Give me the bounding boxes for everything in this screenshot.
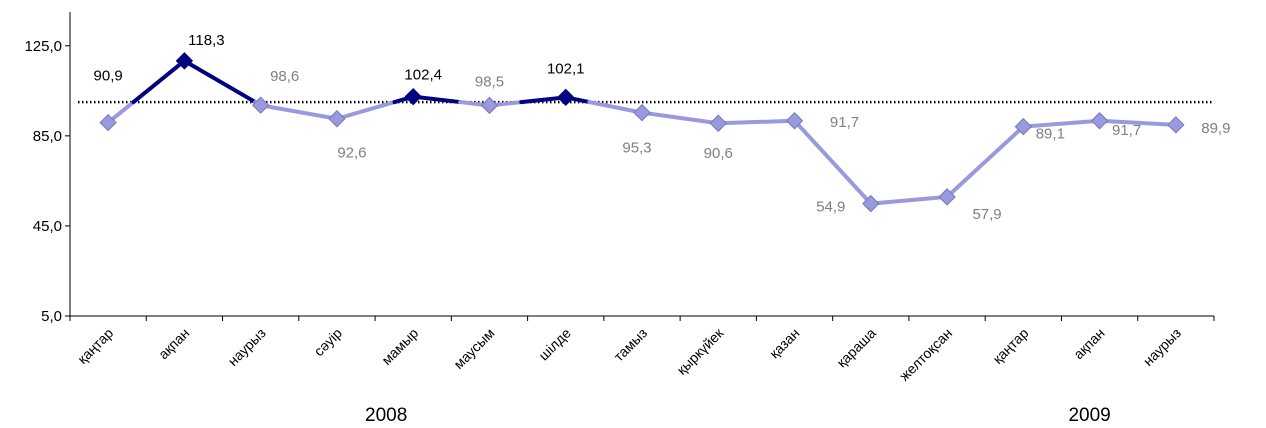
- series-segment: [258, 103, 339, 121]
- x-category-label: шілде: [535, 325, 574, 364]
- series-segment: [640, 110, 721, 126]
- series-segment: [1021, 118, 1102, 129]
- data-point-marker: [328, 110, 346, 128]
- data-point-marker: [404, 87, 422, 106]
- series-segment: [411, 94, 463, 105]
- data-point-marker: [251, 96, 270, 114]
- x-category-label: қаңтар: [989, 325, 1031, 367]
- series-segment: [1097, 118, 1178, 127]
- data-label: 102,1: [547, 60, 585, 77]
- data-label: 118,3: [188, 32, 224, 49]
- series-segment: [945, 124, 1026, 199]
- series-group: [99, 52, 1185, 213]
- year-label: 2009: [1068, 405, 1110, 426]
- data-label: 91,7: [1112, 122, 1141, 139]
- data-label: 90,9: [94, 68, 123, 85]
- data-point-marker: [99, 113, 117, 132]
- x-category-label: қараша: [833, 325, 879, 371]
- x-category-label: қаңтар: [74, 325, 116, 367]
- x-category-label: сәуір: [311, 325, 346, 360]
- data-label: 54,9: [816, 199, 845, 216]
- data-label: 95,3: [622, 140, 651, 157]
- series-segment: [868, 194, 950, 206]
- y-tick-label: 125,0: [24, 38, 62, 55]
- series-segment: [131, 58, 187, 105]
- data-point-marker: [862, 194, 880, 213]
- series-segment: [792, 118, 873, 206]
- x-category-label: наурыз: [1140, 325, 1184, 369]
- x-category-label: қыркүйек: [673, 324, 727, 378]
- x-category-label: тамыз: [610, 325, 650, 365]
- x-category-label: қазан: [766, 325, 803, 362]
- series-segment: [182, 58, 258, 105]
- data-label: 91,7: [830, 114, 859, 131]
- data-point-marker: [175, 52, 194, 70]
- data-label: 57,9: [972, 206, 1001, 223]
- data-point-marker: [480, 96, 499, 115]
- x-category-label: наурыз: [225, 325, 269, 369]
- data-label: 98,5: [475, 73, 504, 90]
- year-label: 2008: [365, 405, 407, 426]
- data-point-marker: [709, 114, 727, 132]
- data-label: 92,6: [337, 145, 366, 162]
- data-label: 89,1: [1036, 126, 1065, 143]
- series-segment: [587, 100, 644, 115]
- data-point-marker: [557, 88, 575, 107]
- data-point-marker: [1090, 112, 1109, 130]
- data-point-marker: [1014, 117, 1033, 136]
- y-tick-label: 85,0: [33, 128, 62, 145]
- series-segment: [334, 100, 397, 121]
- data-label: 90,6: [704, 145, 733, 162]
- y-tick-label: 45,0: [33, 218, 62, 235]
- x-category-label: мамыр: [378, 325, 421, 368]
- data-point-marker: [785, 112, 804, 130]
- data-labels-group: 90,9 118,3 98,6 92,6 102,4 98,5 102,1 95,3 90,6 9…: [94, 32, 1231, 223]
- x-category-label: ақпан: [155, 325, 192, 362]
- data-label: 98,6: [270, 68, 299, 85]
- data-label: 89,9: [1201, 120, 1230, 137]
- data-point-marker: [938, 188, 956, 206]
- x-category-label: маусым: [450, 325, 497, 372]
- y-tick-label: 5,0: [41, 308, 62, 325]
- x-category-label: желтоқсан: [896, 325, 955, 384]
- series-segment: [716, 118, 797, 126]
- data-point-marker: [1167, 116, 1185, 134]
- x-category-label: ақпан: [1070, 325, 1107, 362]
- data-point-marker: [633, 103, 651, 122]
- data-label: 102,4: [404, 67, 442, 84]
